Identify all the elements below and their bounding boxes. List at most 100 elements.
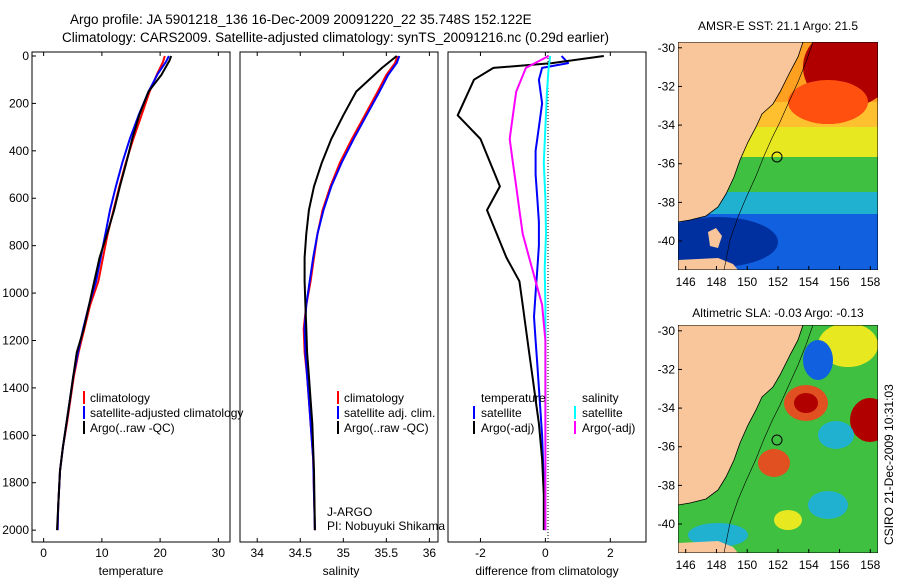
ytick-label: 2000: [2, 523, 29, 537]
map-xtick-label: 150: [737, 275, 757, 289]
sst-land-south: [678, 258, 738, 270]
difference-xlabel: difference from climatology: [475, 564, 618, 578]
sla-land-south: [678, 541, 738, 553]
ytick-label: 0: [22, 49, 29, 63]
map-xtick-label: 156: [830, 275, 850, 289]
ytick-label: 200: [9, 96, 29, 110]
sla-argo-marker: [771, 434, 783, 446]
map-ytick-label: -36: [658, 440, 676, 454]
salinity-lines: [302, 55, 401, 531]
sst-xticks: 146 148 150 152 154 156 158: [676, 266, 881, 289]
temperature-xlabel: temperature: [99, 564, 164, 578]
xtick-label: 0: [40, 546, 47, 560]
series-line-salinity-argo-adj: [508, 55, 550, 531]
sst-shelf-contour: [723, 42, 814, 270]
ytick-label: 1600: [2, 428, 29, 442]
sst-map-panel: AMSR-E SST: 21.1 Argo: 21.5: [658, 19, 881, 289]
temperature-lines: [56, 55, 173, 531]
sla-map-panel: Altimetric SLA: -0.03 Argo: -0.13: [658, 306, 881, 572]
difference-plot-frame: [447, 51, 647, 543]
sst-map-image: [678, 42, 878, 270]
temperature-panel: 0 200 400 600 800 1000 1200 1400 1600 1800 2000 0 1…: [2, 49, 243, 578]
map-ytick-label: -38: [658, 478, 676, 492]
sla-high-west: [758, 449, 790, 477]
ytick-label: 1400: [2, 381, 29, 395]
legend-label-argo: Argo(..raw -QC): [344, 421, 429, 435]
salinity-xticks: 34 34.5 35 35.5 36: [251, 52, 437, 560]
sla-high-south: [774, 510, 802, 530]
salinity-xlabel: salinity: [323, 564, 360, 578]
map-xtick-label: 148: [706, 558, 726, 572]
sst-yticks: -30 -32 -34 -36 -38 -40: [658, 41, 682, 248]
series-line-climatology: [302, 55, 399, 531]
legend-label-satellite-clim: satellite adj. clim.: [344, 406, 435, 420]
sla-low-southwest: [688, 523, 748, 547]
map-ytick-label: -36: [658, 157, 676, 171]
sla-low-south: [808, 491, 848, 519]
map-xtick-label: 158: [860, 558, 880, 572]
sla-low-mid: [818, 421, 854, 449]
map-ytick-label: -38: [658, 195, 676, 209]
xtick-label: 10: [95, 546, 109, 560]
difference-legend: temperature satellite Argo(-adj) salinit…: [473, 391, 635, 435]
sla-map-title: Altimetric SLA: -0.03 Argo: -0.13: [692, 306, 864, 320]
sst-land: [678, 42, 803, 222]
sst-map-title: AMSR-E SST: 21.1 Argo: 21.5: [698, 19, 858, 33]
xtick-label: 35.5: [375, 546, 399, 560]
temperature-xticks: 0 10 20 30: [40, 52, 225, 560]
sla-low-north: [803, 340, 833, 380]
side-timestamp: CSIRO 21-Dec-2009 10:31:03: [882, 384, 896, 545]
salinity-plot-frame: [239, 51, 439, 543]
map-xtick-label: 154: [799, 275, 819, 289]
header-line2: Climatology: CARS2009. Satellite-adjuste…: [62, 30, 609, 45]
legend-label-temp-satellite: satellite: [481, 406, 522, 420]
map-ytick-label: -30: [658, 324, 676, 338]
map-xtick-label: 146: [676, 558, 696, 572]
map-ytick-label: -30: [658, 41, 676, 55]
xtick-label: 36: [423, 546, 437, 560]
map-xtick-label: 152: [768, 558, 788, 572]
temperature-yticks: 0 200 400 600 800 1000 1200 1400 1600 1800 2000: [2, 49, 36, 537]
xtick-label: 30: [212, 546, 226, 560]
series-line-climatology: [56, 55, 166, 531]
series-line-argo-raw-qc: [56, 55, 173, 531]
xtick-label: 20: [153, 546, 167, 560]
sst-argo-marker: [771, 151, 783, 163]
series-line-argo-raw-qc: [303, 55, 398, 531]
legend-title-salinity: salinity: [582, 391, 619, 405]
map-ytick-label: -40: [658, 234, 676, 248]
xtick-label: 34: [251, 546, 265, 560]
legend-label-sal-satellite: satellite: [582, 406, 623, 420]
map-ytick-label: -32: [658, 362, 676, 376]
legend-label-sal-argo: Argo(-adj): [582, 421, 635, 435]
difference-panel: -2 0 2 difference from climatology tempera…: [447, 51, 647, 578]
sla-high-east: [850, 398, 878, 442]
xtick-label: -2: [475, 546, 486, 560]
map-xtick-label: 154: [799, 558, 819, 572]
sla-yticks: -30 -32 -34 -36 -38 -40: [658, 324, 682, 531]
difference-xticks: -2 0 2: [475, 52, 614, 560]
ytick-label: 1200: [2, 333, 29, 347]
annotation-program: J-ARGO: [327, 505, 372, 519]
xtick-label: 0: [542, 546, 549, 560]
salinity-panel: 34 34.5 35 35.5 36 salinity climatology sate…: [239, 51, 445, 578]
map-ytick-label: -34: [658, 401, 676, 415]
xtick-label: 2: [607, 546, 614, 560]
map-ytick-label: -34: [658, 118, 676, 132]
annotation-pi: PI: Nobuyuki Shikama: [327, 519, 445, 533]
sla-shelf-contour: [723, 325, 814, 553]
series-line-temperature-argo-adj: [456, 55, 604, 531]
temperature-legend: climatology satellite-adjusted climatolo…: [83, 391, 243, 435]
temperature-plot-frame: [31, 51, 231, 543]
ytick-label: 400: [9, 144, 29, 158]
sla-coastline: [678, 325, 804, 506]
sla-map-image: [678, 325, 878, 553]
map-xtick-label: 152: [768, 275, 788, 289]
map-ytick-label: -40: [658, 517, 676, 531]
series-line-satellite-adjusted-climatology: [56, 55, 170, 531]
sst-tasmania-land: [708, 228, 722, 248]
legend-label-satellite-clim: satellite-adjusted climatology: [90, 406, 243, 420]
sst-warm-edge: [788, 80, 868, 124]
map-xtick-label: 156: [830, 558, 850, 572]
